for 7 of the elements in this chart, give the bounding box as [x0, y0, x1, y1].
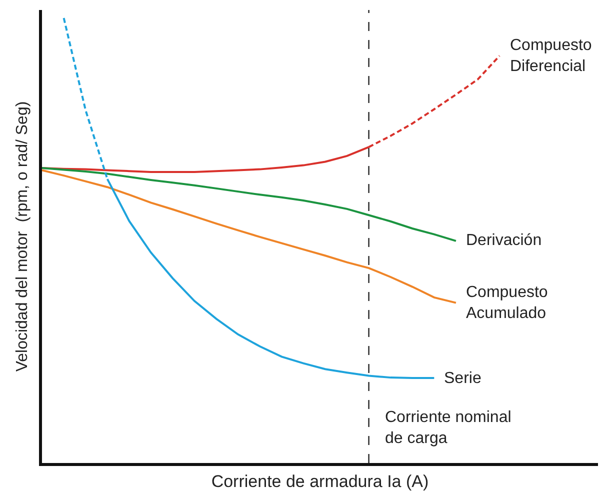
annotation: Corriente nominal de carga: [385, 409, 512, 447]
y-axis-title: Velocidad del motor (rpm, o rad/ Seg): [14, 101, 31, 372]
text: Compuesto Diferencial: [510, 37, 592, 75]
series-label: Compuesto Acumulado: [466, 284, 548, 322]
x-axis-title: Corriente de armadura Ia (A): [211, 472, 429, 491]
series-label: Derivación: [466, 232, 542, 249]
series-label: Serie: [444, 370, 482, 387]
